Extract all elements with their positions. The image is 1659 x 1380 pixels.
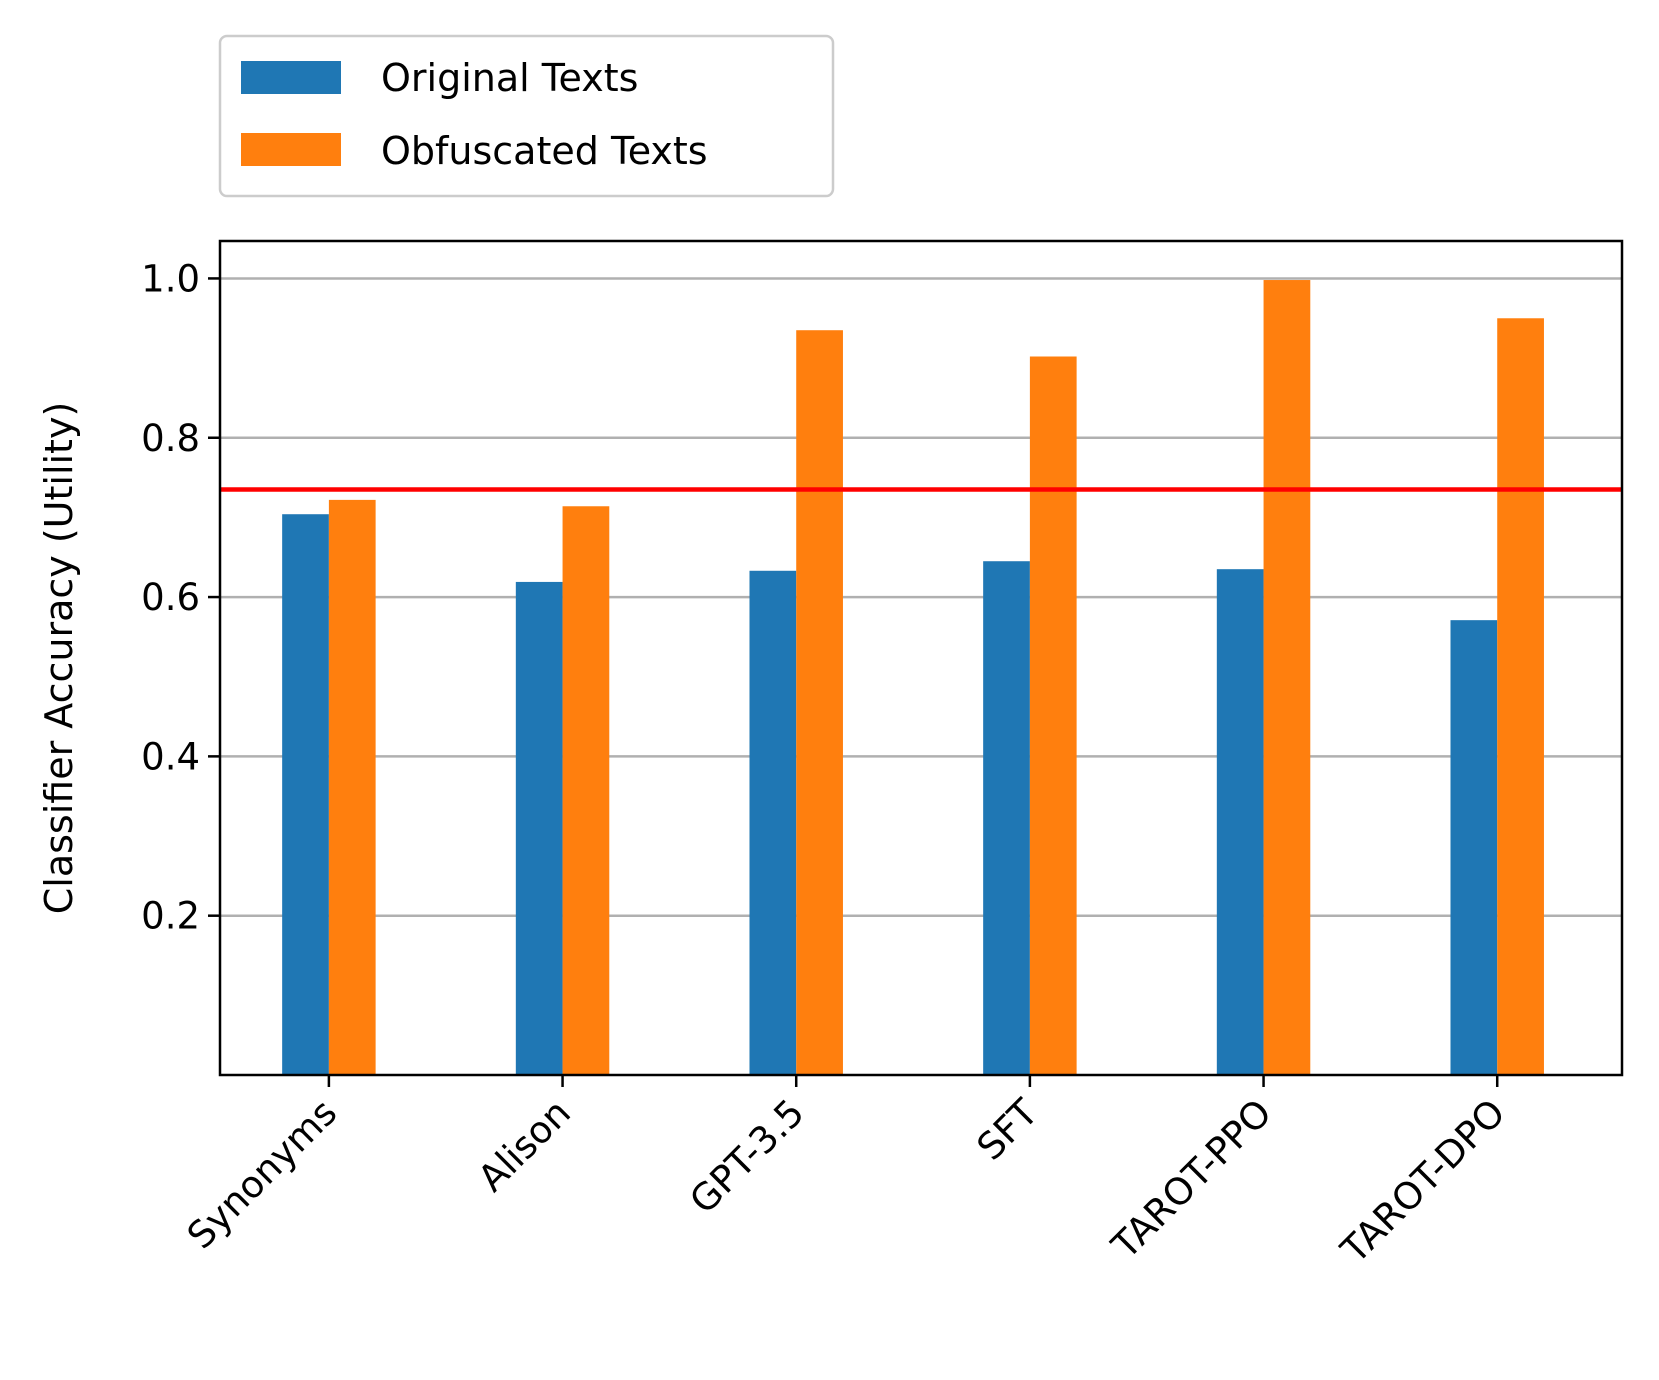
legend-label-original: Original Texts xyxy=(381,56,638,100)
legend-swatch-obfuscated xyxy=(241,133,341,166)
legend: Original Texts Obfuscated Texts xyxy=(218,34,835,198)
x-tick-label: Alison xyxy=(470,1091,579,1200)
bar-original xyxy=(983,561,1030,1075)
y-tick-label: 0.8 xyxy=(141,417,200,460)
y-axis: 0.2 0.4 0.6 0.8 1.0 xyxy=(141,257,220,938)
bar-obfuscated xyxy=(328,499,376,1075)
bar-original xyxy=(749,570,797,1075)
legend-label-obfuscated: Obfuscated Texts xyxy=(381,129,708,173)
y-tick-label: 0.2 xyxy=(141,895,200,938)
x-tick-label: TAROT-DPO xyxy=(1332,1091,1513,1272)
x-tick-label: GPT-3.5 xyxy=(681,1091,812,1222)
bars xyxy=(282,280,1544,1076)
legend-frame xyxy=(218,34,835,198)
bar-original xyxy=(282,514,329,1075)
legend-swatch-original xyxy=(241,61,341,94)
bar-obfuscated xyxy=(1497,318,1544,1075)
bar-obfuscated xyxy=(1263,280,1311,1076)
y-tick-label: 0.6 xyxy=(141,576,200,619)
x-axis: Synonyms Alison GPT-3.5 SFT TAROT-PPO TAROT-D… xyxy=(179,1075,1514,1272)
plot-frame xyxy=(218,239,1624,1077)
y-tick-label: 1.0 xyxy=(141,257,200,300)
x-tick-label: SFT xyxy=(969,1091,1047,1169)
bar-obfuscated xyxy=(796,330,843,1075)
x-tick-label: Synonyms xyxy=(179,1091,345,1257)
gridlines xyxy=(220,277,1622,917)
y-tick-label: 0.4 xyxy=(141,735,200,778)
bar-original xyxy=(1216,569,1264,1075)
bar-obfuscated xyxy=(1029,356,1077,1075)
bar-obfuscated xyxy=(562,506,610,1075)
bar-original xyxy=(1450,620,1498,1075)
y-axis-label: Classifier Accuracy (Utility) xyxy=(37,402,81,915)
bar-original xyxy=(515,581,563,1075)
x-tick-label: TAROT-PPO xyxy=(1103,1091,1280,1268)
